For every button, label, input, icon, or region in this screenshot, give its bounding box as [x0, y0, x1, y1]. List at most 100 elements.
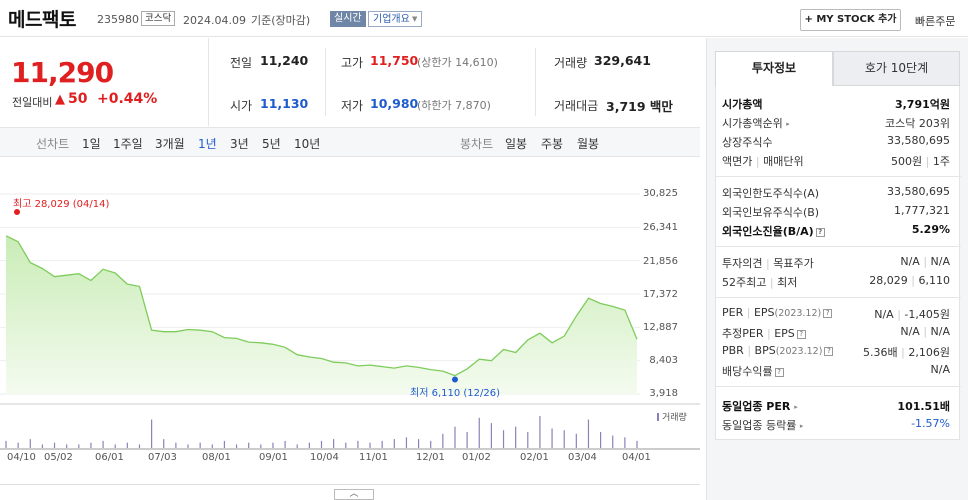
market-cap-rank-text: 시가총액순위 — [722, 117, 783, 130]
info-row: 추정PER | EPS? N/A | N/A — [722, 325, 950, 343]
volume-bar — [624, 437, 626, 448]
lower-limit: (하한가 7,870) — [417, 99, 491, 112]
info-row: 외국인보유주식수(B) 1,777,321 — [722, 204, 950, 222]
candle-daily[interactable]: 일봉 — [505, 137, 528, 151]
x-tick: 10/04 — [310, 452, 339, 463]
market-cap-label: 시가총액 — [722, 98, 763, 111]
industry-per-text: 동일업종 PER — [722, 400, 791, 413]
industry-rate-value: -1.57% — [911, 417, 950, 430]
info-row[interactable]: 동일업종 등락률 ▸ -1.57% — [722, 417, 950, 435]
per-value: N/A — [874, 308, 894, 321]
high-value: 11,750 — [370, 53, 419, 68]
price-chart[interactable]: 30,825 26,341 21,856 17,372 12,887 8,403… — [0, 160, 700, 465]
volume-bar — [223, 440, 226, 448]
help-icon[interactable]: ? — [796, 330, 806, 339]
invest-info-table: 시가총액 3,791억원 시가총액순위 ▸ 코스닥 203위 상장주식수 33,… — [715, 86, 961, 440]
candle-monthly[interactable]: 월봉 — [577, 137, 600, 151]
change-label: 전일대비 — [12, 96, 53, 109]
quote-date: 2024.04.09 기준(장마감) — [183, 12, 310, 28]
shares-value: 33,580,695 — [887, 134, 950, 147]
chevron-right-icon: ▸ — [794, 403, 798, 411]
volume-bar — [527, 432, 529, 448]
volume-bar — [138, 444, 141, 448]
y-tick: 21,856 — [643, 256, 678, 267]
stock-code: 235980 — [97, 13, 139, 26]
period-3y[interactable]: 3년 — [230, 137, 249, 151]
industry-rate-label[interactable]: 동일업종 등락률 ▸ — [722, 417, 803, 433]
x-tick: 07/03 — [148, 452, 177, 463]
candle-chart-label: 봉차트 — [460, 137, 494, 151]
info-row: 배당수익률? N/A — [722, 363, 950, 381]
industry-per-label[interactable]: 동일업종 PER ▸ — [722, 398, 798, 414]
period-1y[interactable]: 1년 — [198, 137, 217, 151]
price-line — [5, 235, 638, 377]
x-tick: 12/01 — [416, 452, 445, 463]
volume-bar — [296, 444, 298, 448]
opinion-value: N/A — [900, 255, 920, 268]
divider: | — [747, 344, 752, 357]
trade-value: 3,719 백만 — [606, 99, 673, 114]
eps-value: -1,405원 — [904, 308, 950, 321]
volume-bar — [478, 417, 480, 448]
y-tick: 30,825 — [643, 188, 678, 199]
high-marker-label: 최고 28,029 (04/14) — [13, 199, 110, 210]
info-tabs: 투자정보 호가 10단계 — [715, 51, 960, 86]
high-marker-dot — [14, 209, 20, 215]
volume-bar — [66, 444, 68, 448]
dividend-text: 배당수익률 — [722, 365, 773, 378]
divider: | — [755, 155, 760, 168]
divider: | — [911, 274, 915, 287]
tab-invest-info[interactable]: 투자정보 — [715, 51, 833, 86]
divider — [535, 48, 536, 116]
add-mystock-button[interactable]: + MY STOCK 추가 — [800, 9, 901, 31]
corp-info-dropdown[interactable]: 기업개요 ▼ — [368, 11, 423, 27]
pbr-text: PBR — [722, 344, 744, 357]
x-tick: 01/02 — [462, 452, 491, 463]
volume-label: 거래량 — [554, 56, 588, 70]
foreign-rate-value: 5.29% — [911, 223, 950, 236]
per-text: PER — [722, 306, 744, 319]
volume-bar — [248, 442, 250, 448]
volume-legend-label: 거래량 — [662, 413, 687, 423]
y-tick: 26,341 — [643, 222, 678, 233]
market-cap-rank-label[interactable]: 시가총액순위 ▸ — [722, 115, 790, 131]
volume-bar — [235, 444, 238, 448]
divider: | — [923, 255, 928, 268]
help-icon[interactable]: ? — [823, 309, 833, 318]
divider: | — [769, 276, 774, 289]
help-icon[interactable]: ? — [774, 368, 784, 377]
volume-bar — [612, 435, 614, 448]
low-value: 10,980 — [370, 96, 419, 111]
period-3m[interactable]: 3개월 — [155, 137, 185, 151]
help-icon[interactable]: ? — [824, 347, 834, 356]
realtime-badge[interactable]: 실시간 — [330, 11, 366, 27]
company-name: 메드팩토 — [8, 9, 76, 31]
price-chart-svg — [0, 193, 700, 450]
info-row[interactable]: 시가총액순위 ▸ 코스닥 203위 — [722, 115, 950, 133]
volume-bar — [405, 437, 408, 448]
divider: | — [897, 308, 901, 321]
help-icon[interactable]: ? — [815, 228, 825, 237]
est-per-eps-label: 추정PER | EPS? — [722, 325, 806, 341]
volume-bar — [5, 440, 7, 448]
period-10y[interactable]: 10년 — [294, 137, 321, 151]
market-cap-value: 3,791억원 — [894, 98, 950, 111]
volume-bar — [357, 440, 359, 448]
info-row: 투자의견 | 목표주가 N/A | N/A — [722, 255, 950, 273]
tab-orderbook-10[interactable]: 호가 10단계 — [833, 51, 960, 86]
foreign-hold-value: 1,777,321 — [894, 204, 950, 217]
volume-bar — [126, 442, 128, 448]
volume-bar — [430, 440, 432, 448]
collapse-chevron-up-icon[interactable]: ︿ — [334, 489, 374, 500]
quick-order-button[interactable]: 빠른주문 — [915, 15, 956, 28]
period-1w[interactable]: 1주일 — [113, 137, 143, 151]
volume-legend: 거래량 — [657, 410, 687, 423]
candle-weekly[interactable]: 주봉 — [541, 137, 564, 151]
period-1d[interactable]: 1일 — [82, 137, 101, 151]
info-row[interactable]: 동일업종 PER ▸ 101.51배 — [722, 398, 950, 416]
per-eps-label: PER | EPS(2023.12)? — [722, 306, 833, 319]
period-5y[interactable]: 5년 — [262, 137, 281, 151]
volume-bar — [381, 440, 383, 448]
foreign-rate-label: 외국인소진율(B/A)? — [722, 223, 825, 239]
y-tick: 12,887 — [643, 322, 678, 333]
